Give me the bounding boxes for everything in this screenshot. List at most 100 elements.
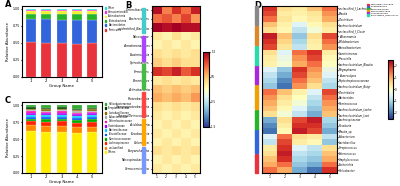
Bar <box>72 105 82 108</box>
Bar <box>57 9 67 10</box>
Bar <box>57 111 67 113</box>
Bar <box>72 9 82 10</box>
Bar <box>26 113 36 115</box>
Bar <box>57 43 67 77</box>
Bar <box>42 126 52 132</box>
Bar <box>72 44 82 77</box>
Bar <box>26 10 36 11</box>
Bar <box>72 118 82 120</box>
Bar <box>57 121 67 126</box>
Text: D: D <box>255 1 262 9</box>
Bar <box>87 122 97 127</box>
Bar <box>72 111 82 113</box>
Bar <box>72 113 82 114</box>
Legend: Deferribacteraceae, Clostridiaceae, Bacteroidaceae, Lachnospiraceae, Prevotellac: Deferribacteraceae, Clostridiaceae, Bact… <box>367 3 399 17</box>
Bar <box>57 110 67 111</box>
Bar <box>72 114 82 116</box>
Bar <box>42 105 52 108</box>
Bar <box>42 9 52 10</box>
Bar <box>87 105 97 108</box>
Bar <box>57 132 67 173</box>
Bar <box>87 109 97 110</box>
Bar <box>72 110 82 111</box>
Bar <box>57 14 67 20</box>
Bar <box>72 11 82 14</box>
Y-axis label: Relative Abundance: Relative Abundance <box>6 118 10 157</box>
Bar <box>87 11 97 14</box>
Bar <box>57 113 67 115</box>
Bar <box>26 131 36 173</box>
Bar <box>57 126 67 132</box>
Bar <box>72 120 82 123</box>
Bar <box>87 110 97 112</box>
Bar <box>87 117 97 119</box>
Bar <box>72 108 82 110</box>
Bar <box>57 11 67 14</box>
Bar <box>26 105 36 107</box>
Text: B: B <box>125 1 132 9</box>
Bar <box>57 107 67 108</box>
Bar <box>42 113 52 115</box>
Bar <box>42 14 52 19</box>
Bar <box>87 14 97 20</box>
Y-axis label: Relative Abundance: Relative Abundance <box>6 22 10 61</box>
Bar <box>87 115 97 117</box>
Bar <box>87 108 97 109</box>
X-axis label: Group Name: Group Name <box>49 180 74 185</box>
Bar <box>72 127 82 133</box>
Bar <box>72 14 82 20</box>
X-axis label: Group Name: Group Name <box>49 84 74 88</box>
Bar <box>26 117 36 119</box>
Bar <box>42 112 52 113</box>
Bar <box>72 133 82 173</box>
Legend: Helicobacteraceae, Streptococcaceae, Lactobacillaceae, Eubacteriaceae, Deferriba: Helicobacteraceae, Streptococcaceae, Lac… <box>104 102 132 154</box>
Bar <box>42 19 52 43</box>
Bar <box>42 122 52 126</box>
Bar <box>57 115 67 117</box>
Bar <box>57 20 67 43</box>
Bar <box>26 110 36 111</box>
Bar <box>42 117 52 119</box>
Bar <box>57 119 67 121</box>
Bar <box>72 116 82 118</box>
Bar <box>26 119 36 121</box>
Bar <box>26 9 36 10</box>
Bar <box>42 109 52 110</box>
Legend: Other, Verrucomicrobia, Actinobacteria, Proteobacteria, Bacteroidetes, Firmicute: Other, Verrucomicrobia, Actinobacteria, … <box>104 5 129 32</box>
Bar <box>26 108 36 110</box>
Bar <box>26 41 36 77</box>
Bar <box>57 108 67 110</box>
Bar <box>72 10 82 11</box>
Bar <box>72 123 82 127</box>
Bar <box>87 20 97 43</box>
Bar <box>87 132 97 173</box>
Bar <box>57 105 67 107</box>
Bar <box>26 111 36 113</box>
Text: A: A <box>4 0 11 9</box>
Bar <box>42 110 52 112</box>
Bar <box>72 20 82 44</box>
Bar <box>87 10 97 11</box>
Bar <box>42 43 52 77</box>
Bar <box>42 108 52 109</box>
Bar <box>87 119 97 122</box>
Bar <box>42 119 52 122</box>
Bar <box>26 19 36 41</box>
Bar <box>57 117 67 119</box>
Bar <box>42 132 52 173</box>
Bar <box>26 11 36 14</box>
Bar <box>26 115 36 117</box>
Bar <box>87 9 97 10</box>
Bar <box>42 115 52 117</box>
Bar <box>87 43 97 77</box>
Bar <box>26 14 36 19</box>
Bar <box>87 113 97 115</box>
Bar <box>26 107 36 108</box>
Bar <box>87 127 97 132</box>
Bar <box>26 126 36 131</box>
Text: C: C <box>4 96 11 105</box>
Bar <box>42 10 52 11</box>
Bar <box>26 121 36 126</box>
Bar <box>42 11 52 14</box>
Bar <box>57 10 67 11</box>
